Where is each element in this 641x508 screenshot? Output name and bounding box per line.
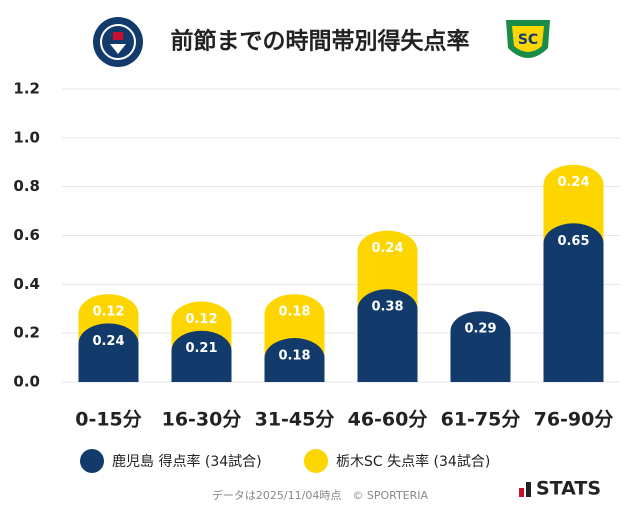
value-label: 0.12 [185,312,217,327]
value-label: 0.65 [557,234,589,249]
y-tick-label: 0.8 [13,177,40,195]
x-tick-label: 16-30分 [162,409,242,431]
y-tick-label: 0.4 [13,275,40,293]
chart-title: 前節までの時間帯別得失点率 [171,28,470,55]
bar-segment [543,223,604,382]
y-tick-label: 0.6 [13,226,40,244]
x-tick-label: 0-15分 [75,409,142,431]
value-label: 0.24 [371,241,403,256]
away-logo: SC [506,20,550,58]
bar-segment [171,330,232,382]
brand: STATS [536,478,601,500]
y-tick-label: 1.0 [13,128,40,146]
x-tick-label: 31-45分 [255,409,335,431]
legend-label: 鹿児島 得点率 (34試合) [112,453,262,470]
bar-segment [450,311,511,382]
value-label: 0.18 [278,305,310,320]
bar-segment [357,230,418,310]
x-tick-label: 46-60分 [348,409,428,431]
value-label: 0.29 [464,322,496,337]
footnote: データは2025/11/04時点 © SPORTERIA [212,488,429,502]
home-logo [93,17,143,67]
bar-segment [357,289,418,382]
y-tick-label: 1.2 [13,80,40,98]
x-tick-label: 76-90分 [534,409,614,431]
value-label: 0.24 [92,334,124,349]
legend-swatch [304,449,328,473]
bar-segment [78,323,139,382]
value-label: 0.18 [278,349,310,364]
x-tick-label: 61-75分 [441,409,521,431]
svg-text:SC: SC [518,32,538,48]
value-label: 0.21 [185,341,217,356]
bar-segment [543,164,604,244]
bar-segment [264,338,325,382]
y-tick-label: 0.0 [13,373,40,391]
value-label: 0.38 [371,300,403,315]
plot-area: 0.0 0.2 0.4 0.6 0.8 1.0 1.2 0.12 0.24 0-15分 0.12 0.… [13,80,620,431]
legend-label: 栃木SC 失点率 (34試合) [336,453,490,470]
legend-swatch [80,449,104,473]
brand-logo: STATS [519,478,601,500]
value-label: 0.24 [557,175,589,190]
y-tick-label: 0.2 [13,324,40,342]
value-label: 0.12 [92,305,124,320]
